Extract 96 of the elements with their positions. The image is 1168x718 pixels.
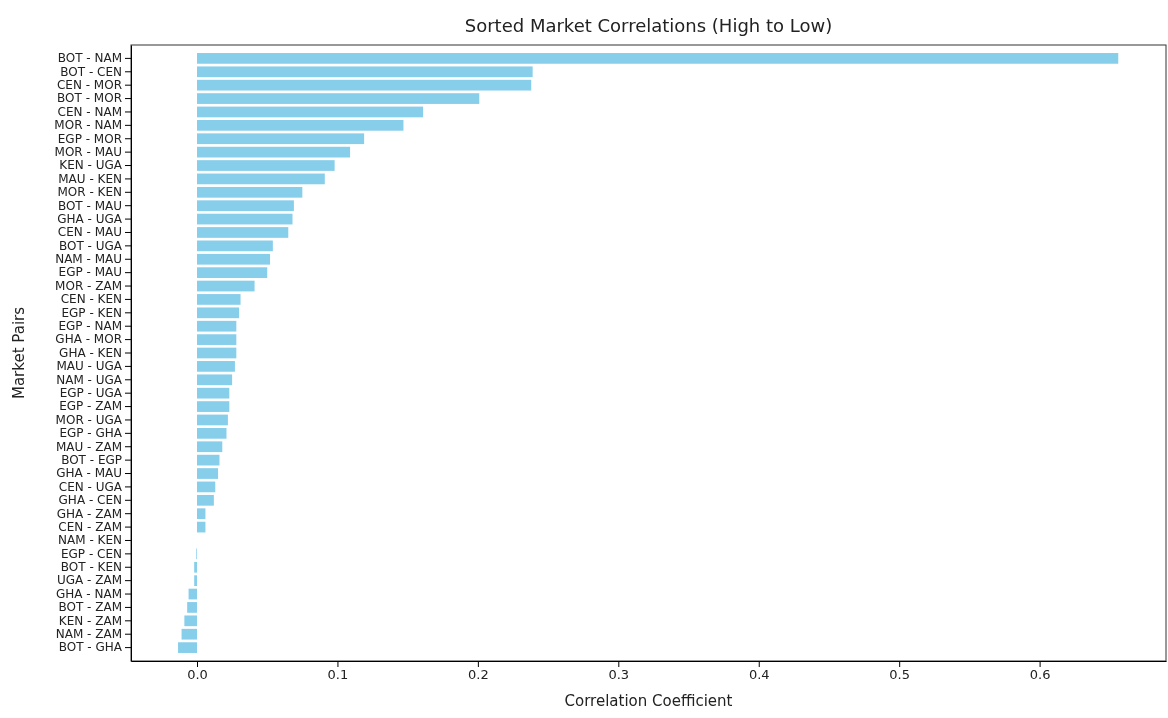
bar [197, 454, 220, 466]
bar [178, 642, 197, 653]
bar [197, 294, 241, 305]
bar [187, 602, 197, 613]
x-tick-label: 0.2 [468, 667, 489, 683]
y-tick-label: EGP - CEN [60, 546, 122, 561]
y-tick-label: EGP - ZAM [59, 399, 122, 414]
bar [197, 93, 480, 104]
y-axis-title: Market Pairs [10, 306, 28, 400]
y-tick-label: GHA - MAU [56, 466, 122, 481]
y-tick-label: MOR - KEN [57, 185, 122, 200]
y-tick-label: EGP - MOR [57, 131, 122, 146]
y-tick-label: MAU - UGA [56, 359, 123, 374]
y-tick-label: MOR - ZAM [55, 278, 122, 293]
y-tick-label: MOR - UGA [55, 412, 123, 427]
x-tick-label: 0.1 [327, 667, 349, 683]
bar [197, 146, 351, 158]
bar [197, 427, 227, 439]
y-tick-label: NAM - MAU [55, 252, 122, 267]
y-tick-label: EGP - NAM [58, 319, 122, 334]
y-tick-label: CEN - KEN [60, 292, 122, 307]
y-tick-label: MOR - NAM [54, 118, 122, 133]
y-tick-label: KEN - ZAM [58, 613, 122, 628]
y-tick-label: BOT - UGA [58, 238, 123, 253]
bar [197, 53, 1119, 64]
bar [197, 441, 223, 453]
bar [197, 334, 237, 345]
bar [197, 280, 255, 292]
bar [197, 414, 228, 426]
y-tick-label: CEN - ZAM [58, 519, 122, 534]
bar [197, 66, 533, 78]
y-tick-label: EGP - MAU [58, 265, 122, 280]
y-tick-label: BOT - KEN [60, 560, 122, 575]
y-tick-label: MAU - ZAM [55, 439, 122, 454]
x-axis-title: Correlation Coefficient [564, 692, 733, 710]
y-tick-label: CEN - UGA [58, 479, 123, 494]
bar [197, 186, 303, 198]
y-tick-label: EGP - KEN [61, 305, 122, 320]
bar [197, 508, 206, 520]
y-tick-label: BOT - MAU [57, 198, 122, 213]
bar [197, 173, 325, 185]
bar [197, 200, 294, 212]
y-tick-label: MOR - MAU [54, 144, 122, 159]
chart-title: Sorted Market Correlations (High to Low) [464, 15, 833, 36]
bar [184, 615, 197, 627]
bar [197, 494, 214, 506]
y-tick-label: GHA - CEN [58, 493, 122, 508]
x-tick-label: 0.3 [608, 667, 630, 683]
bar [197, 481, 216, 493]
y-tick-label: BOT - ZAM [58, 600, 122, 615]
y-tick-label: GHA - ZAM [56, 506, 122, 521]
y-tick-label: BOT - NAM [57, 51, 122, 66]
y-tick-label: BOT - CEN [60, 64, 122, 79]
y-tick-label: CEN - MOR [56, 78, 122, 93]
y-tick-label: NAM - UGA [56, 372, 123, 387]
bar [197, 267, 268, 279]
x-tick-label: 0.0 [187, 667, 208, 683]
y-tick-label: GHA - UGA [57, 211, 123, 226]
bar [197, 213, 293, 225]
y-tick-label: EGP - GHA [59, 426, 123, 441]
bar [197, 347, 237, 359]
y-tick-label: UGA - ZAM [56, 573, 122, 588]
bar [197, 253, 271, 265]
bar [197, 160, 335, 171]
y-tick-label: EGP - UGA [59, 386, 123, 401]
y-tick-label: BOT - MOR [57, 91, 122, 106]
bar [197, 119, 404, 131]
y-tick-label: BOT - EGP [61, 452, 122, 467]
x-tick-label: 0.4 [748, 667, 770, 683]
y-tick-label: GHA - NAM [55, 586, 122, 601]
bar [197, 227, 289, 238]
y-tick-label: MAU - KEN [58, 171, 122, 186]
x-tick-label: 0.6 [1029, 667, 1051, 683]
bar [197, 240, 273, 252]
y-tick-label: CEN - NAM [57, 104, 122, 119]
y-tick-label: NAM - KEN [58, 533, 122, 548]
bar [197, 361, 235, 372]
bar [197, 387, 230, 399]
y-tick-label: CEN - MAU [57, 225, 122, 240]
bar [197, 106, 424, 118]
bar [197, 401, 230, 412]
bar [194, 575, 197, 587]
bar [197, 320, 237, 332]
bar [197, 307, 240, 319]
y-tick-label: KEN - UGA [59, 158, 123, 173]
bar [197, 374, 233, 386]
y-tick-label: NAM - ZAM [55, 627, 122, 642]
x-tick-label: 0.5 [889, 667, 911, 683]
bar [194, 561, 197, 573]
y-tick-label: GHA - KEN [59, 345, 122, 360]
y-tick-label: GHA - MOR [55, 332, 122, 347]
bar [197, 79, 532, 91]
bar [197, 468, 219, 479]
y-tick-label: BOT - GHA [58, 640, 123, 655]
bar [197, 133, 365, 145]
bar [181, 628, 197, 640]
